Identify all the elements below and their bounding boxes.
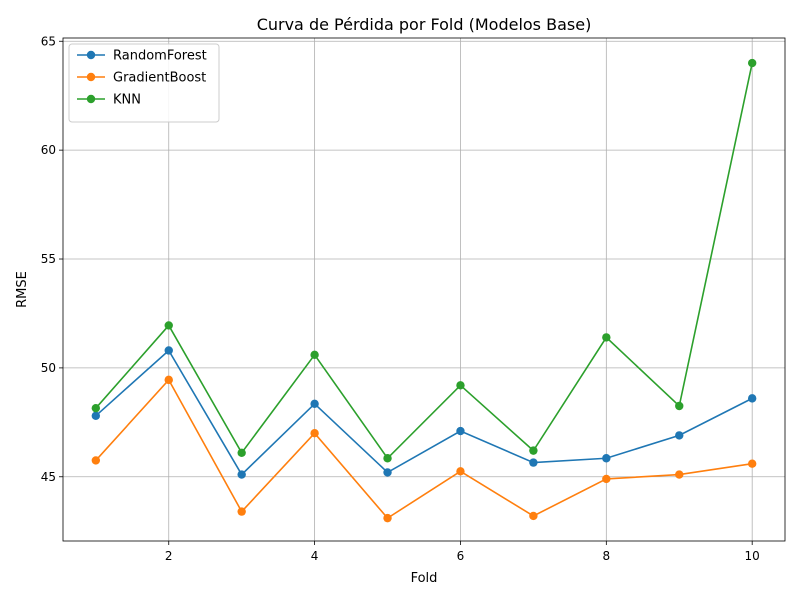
data-point-randomforest [237,470,246,479]
axis-ticks: 2 4 6 8 10 45 50 55 60 65 [41,34,760,563]
legend: RandomForest GradientBoost KNN [68,43,220,123]
data-point-randomforest [529,458,538,467]
data-point-knn [529,446,538,455]
grid-lines [63,38,785,541]
legend-swatch-marker [86,94,96,104]
data-point-gradientboost [675,470,684,479]
series-line-gradientboost [95,378,753,520]
data-point-knn [747,58,757,68]
data-point-knn [310,350,319,360]
data-point-gradientboost [747,459,757,468]
data-point-knn [602,333,611,342]
x-tick-label: 10 [745,549,760,563]
data-point-knn [91,403,101,413]
data-point-knn [383,454,392,463]
data-point-gradientboost [310,429,319,438]
data-point-randomforest [675,431,684,440]
data-point-randomforest [747,394,757,403]
data-point-gradientboost [383,513,392,523]
series-randomforest [91,346,757,479]
x-tick-label: 6 [457,549,465,563]
plot-frame [62,37,786,542]
data-point-knn [675,401,684,411]
series-line-knn [95,62,753,460]
series-gradientboost [91,375,757,523]
y-tick-label: 55 [41,252,56,266]
series-knn [91,58,757,463]
legend-swatch-marker [86,50,96,60]
x-tick-label: 8 [603,549,611,563]
data-point-randomforest [383,468,392,477]
data-point-knn [237,448,246,458]
y-tick-label: 60 [41,143,56,157]
data-point-gradientboost [529,511,538,521]
series-layer [91,58,757,523]
x-tick-label: 2 [165,549,173,563]
data-point-gradientboost [164,375,173,385]
x-tick-label: 4 [311,549,319,563]
legend-entry-gradientboost: GradientBoost [77,71,206,86]
y-tick-label: 50 [41,361,56,375]
legend-swatch-marker [86,72,96,82]
series-line-randomforest [95,349,753,476]
legend-label: GradientBoost [113,71,206,86]
legend-frame [68,43,220,123]
data-point-gradientboost [602,474,611,484]
data-point-randomforest [164,346,173,355]
legend-label: RandomForest [113,49,207,64]
y-tick-label: 65 [41,34,56,48]
data-point-knn [164,321,173,330]
data-point-randomforest [602,454,611,463]
data-point-gradientboost [456,467,465,476]
data-point-randomforest [456,426,465,436]
y-tick-label: 45 [41,470,56,484]
data-point-knn [456,381,465,390]
chart-title: Curva de Pérdida por Fold (Modelos Base) [257,15,592,34]
y-axis-label: RMSE [15,271,30,308]
legend-label: KNN [113,93,141,108]
data-point-gradientboost [237,507,246,516]
legend-entry-randomforest: RandomForest [77,49,207,64]
data-point-gradientboost [91,456,101,465]
data-point-randomforest [310,399,319,409]
x-axis-label: Fold [411,571,438,586]
data-point-randomforest [91,411,101,420]
legend-entry-knn: KNN [77,93,141,108]
